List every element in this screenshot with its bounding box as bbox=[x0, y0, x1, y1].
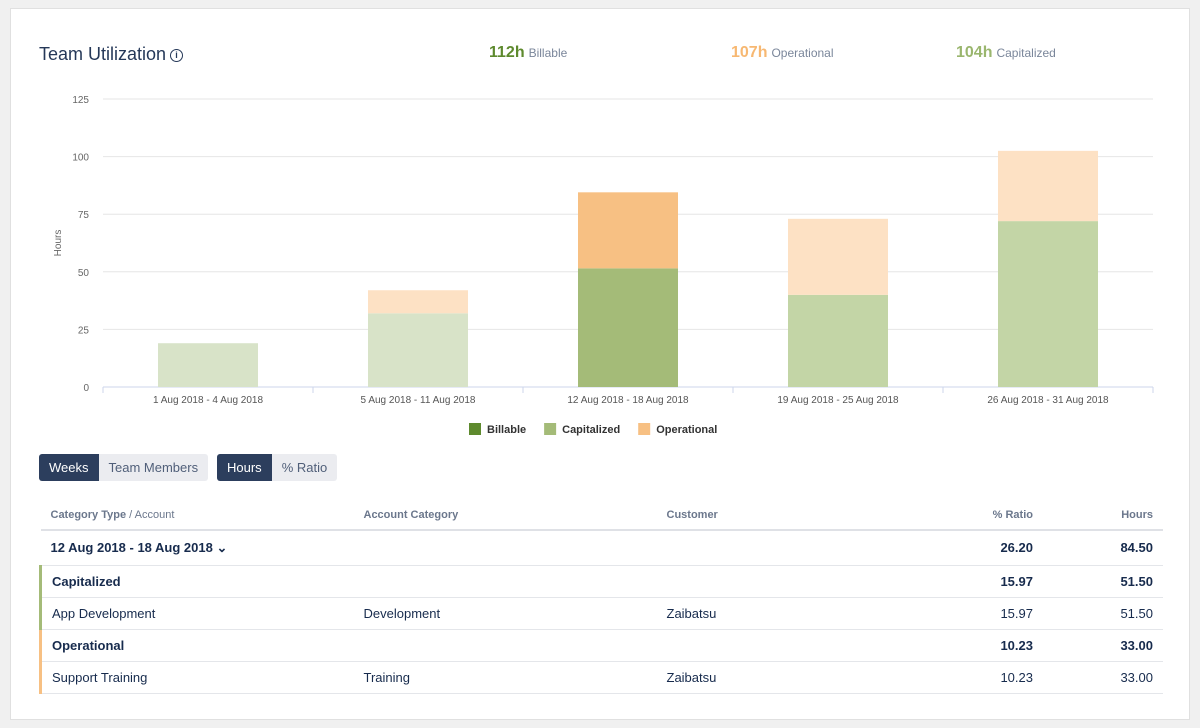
col-hours[interactable]: Hours bbox=[1043, 501, 1163, 531]
cell-ratio: 10.23 bbox=[936, 629, 1043, 662]
stat-capitalized: 104h Capitalized bbox=[956, 44, 1056, 61]
cell-hours: 33.00 bbox=[1043, 629, 1163, 662]
x-tick-label: 19 Aug 2018 - 25 Aug 2018 bbox=[777, 395, 899, 406]
bar-operational[interactable] bbox=[368, 290, 468, 314]
col-ratio[interactable]: % Ratio bbox=[936, 501, 1043, 531]
cell-ratio: 10.23 bbox=[936, 661, 1043, 694]
y-tick-label: 50 bbox=[78, 268, 90, 279]
ratio-button[interactable]: % Ratio bbox=[271, 454, 338, 481]
info-icon[interactable]: i bbox=[170, 48, 184, 62]
legend-item[interactable]: Billable bbox=[487, 424, 526, 436]
chevron-down-icon[interactable]: ⌄ bbox=[216, 539, 228, 555]
cell-cust bbox=[656, 629, 937, 662]
bar-operational[interactable] bbox=[788, 218, 888, 295]
group-row[interactable]: 12 Aug 2018 - 18 Aug 2018 ⌄ 26.20 84.50 bbox=[40, 530, 1163, 566]
legend-item[interactable]: Capitalized bbox=[562, 424, 620, 436]
col-account-category[interactable]: Account Category bbox=[353, 501, 657, 531]
legend-item[interactable]: Operational bbox=[656, 424, 717, 436]
cell-hours: 33.00 bbox=[1043, 661, 1163, 694]
cell-cat bbox=[353, 629, 657, 662]
cell-name: Capitalized bbox=[39, 565, 354, 598]
x-tick-label: 12 Aug 2018 - 18 Aug 2018 bbox=[567, 395, 689, 406]
x-tick-label: 26 Aug 2018 - 31 Aug 2018 bbox=[987, 395, 1109, 406]
cell-name: Operational bbox=[39, 629, 354, 662]
legend-swatch[interactable] bbox=[638, 423, 651, 435]
bar-capitalized[interactable] bbox=[998, 221, 1098, 387]
cell-cust: Zaibatsu bbox=[656, 661, 937, 694]
bar-capitalized[interactable] bbox=[578, 268, 678, 387]
cell-cat bbox=[353, 565, 657, 598]
hours-button[interactable]: Hours bbox=[217, 454, 272, 481]
y-tick-label: 25 bbox=[78, 325, 90, 336]
bar-capitalized[interactable] bbox=[158, 343, 258, 387]
y-tick-label: 125 bbox=[72, 95, 89, 106]
cell-cust bbox=[656, 565, 937, 598]
cell-hours: 51.50 bbox=[1043, 597, 1163, 630]
bar-operational[interactable] bbox=[998, 150, 1098, 222]
stacked-bar-chart: 0 25 50 75 100 125 Hours 1 Aug 2018 - 4 Aug 201… bbox=[53, 95, 1154, 436]
view-toggle: Weeks Team Members bbox=[39, 454, 209, 481]
cell-cat: Development bbox=[353, 597, 657, 630]
legend-swatch[interactable] bbox=[544, 423, 557, 435]
stat-billable: 112h Billable bbox=[489, 44, 568, 61]
cell-hours: 51.50 bbox=[1043, 565, 1163, 598]
y-tick-label: 100 bbox=[72, 153, 89, 164]
cell-ratio: 15.97 bbox=[936, 565, 1043, 598]
col-category[interactable]: Category Type / Account bbox=[40, 501, 354, 531]
col-customer[interactable]: Customer bbox=[656, 501, 937, 531]
cell-cat: Training bbox=[353, 661, 657, 694]
unit-toggle: Hours % Ratio bbox=[217, 454, 338, 481]
table-row[interactable]: Capitalized 15.97 51.50 bbox=[39, 565, 1163, 598]
cell-ratio: 15.97 bbox=[936, 597, 1043, 630]
table-row[interactable]: Support Training Training Zaibatsu 10.23 33.… bbox=[39, 661, 1163, 694]
table-row[interactable]: App Development Development Zaibatsu 15.97 5… bbox=[39, 597, 1163, 630]
bar-capitalized[interactable] bbox=[368, 313, 468, 387]
x-tick-label: 5 Aug 2018 - 11 Aug 2018 bbox=[361, 395, 476, 406]
stat-operational: 107h Operational bbox=[731, 44, 834, 61]
x-tick-label: 1 Aug 2018 - 4 Aug 2018 bbox=[153, 395, 264, 406]
page-title: Team Utilization i bbox=[39, 44, 184, 65]
y-tick-label: 0 bbox=[83, 383, 89, 394]
y-axis-label: Hours bbox=[53, 230, 64, 257]
cell-name: App Development bbox=[39, 597, 354, 630]
bar-operational[interactable] bbox=[578, 192, 678, 269]
legend-swatch[interactable] bbox=[469, 423, 481, 435]
team-members-button[interactable]: Team Members bbox=[98, 454, 209, 481]
cell-name: Support Training bbox=[39, 661, 354, 694]
y-tick-label: 75 bbox=[78, 210, 90, 221]
bar-capitalized[interactable] bbox=[788, 294, 888, 387]
utilization-table: Category Type / Account Account Category… bbox=[39, 501, 1163, 694]
table-row[interactable]: Operational 10.23 33.00 bbox=[39, 629, 1163, 662]
cell-cust: Zaibatsu bbox=[656, 597, 937, 630]
weeks-button[interactable]: Weeks bbox=[39, 454, 99, 481]
